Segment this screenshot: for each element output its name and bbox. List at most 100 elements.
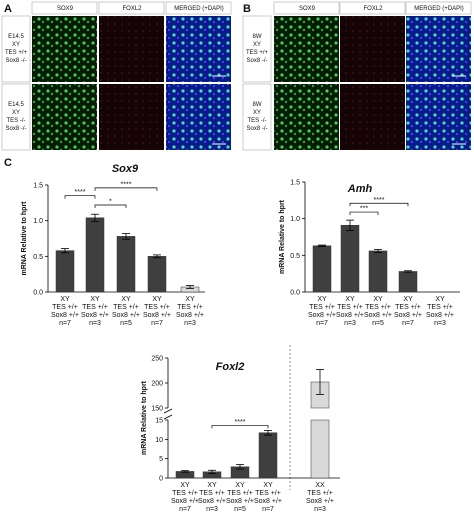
- axis-break: [163, 414, 173, 420]
- y-tick-label: 1.0: [290, 216, 300, 223]
- row-label-box: [242, 15, 272, 83]
- row-label: XY: [12, 42, 20, 48]
- x-tick-label: XY TES +/+ Sox8 +/+ n=3: [176, 296, 204, 327]
- micrograph: [406, 16, 471, 82]
- micrograph: [274, 16, 339, 82]
- y-tick-label: 0.5: [33, 254, 43, 261]
- significance-bracket: [94, 204, 127, 208]
- x-tick-label: XY TES +/+ Sox8 +/+ n=3: [336, 296, 364, 327]
- x-tick-label: XY TES +/+ Sox8 +/+ n=7: [394, 296, 422, 327]
- row-label: E14.5: [8, 102, 24, 108]
- row-label-box: [1, 15, 31, 83]
- column-header-box: [273, 1, 340, 15]
- significance-bracket: [94, 187, 158, 191]
- bar: [85, 217, 105, 293]
- row-label: TES +/+: [246, 50, 269, 56]
- column-header-box: [31, 1, 98, 15]
- row-label: XY: [253, 110, 261, 116]
- y-tick-label: 200: [151, 381, 163, 388]
- micrograph: [274, 84, 339, 150]
- x-tick-label: XY TES +/+ Sox8 +/+ n=5: [364, 296, 392, 327]
- significance-label: ****: [235, 419, 246, 426]
- bar: [312, 245, 332, 293]
- y-axis-label: mRNA Relative to hprt: [141, 380, 148, 455]
- y-tick-label: 1.0: [33, 218, 43, 225]
- column-header: MERGED (+DAPI): [414, 6, 464, 12]
- row-label: Sox8 -/-: [246, 126, 267, 132]
- y-tick-label: 0: [159, 476, 163, 483]
- y-tick-label: 1.5: [33, 183, 43, 190]
- y-axis-label: mRNA Relative to hprt: [21, 201, 28, 276]
- row-label: TES +/+: [5, 50, 28, 56]
- row-label-box: [242, 83, 272, 151]
- chart-title: Amh: [347, 183, 373, 195]
- chart-title: Foxl2: [216, 361, 245, 373]
- significance-label: ****: [121, 181, 132, 188]
- column-header: FOXL2: [363, 6, 383, 12]
- x-tick-label: XX TES +/+ Sox8 +/+ n=3: [306, 482, 334, 513]
- significance-label: *: [109, 198, 112, 205]
- row-label: TES -/-: [248, 118, 267, 124]
- significance-bracket: [349, 202, 409, 207]
- row-label: 8W: [253, 102, 262, 108]
- row-label: Sox8 -/-: [5, 126, 26, 132]
- micrograph: [166, 16, 231, 82]
- column-header: SOX9: [57, 6, 74, 12]
- panel-label: B: [243, 3, 251, 15]
- x-tick-label: XY TES +/+ Sox8 +/+ n=3: [81, 296, 109, 327]
- bar: [116, 236, 136, 293]
- column-header: MERGED (+DAPI): [174, 6, 224, 12]
- row-label-box: [1, 83, 31, 151]
- panel-label: A: [4, 3, 12, 15]
- column-header: FOXL2: [122, 6, 142, 12]
- row-label: XY: [12, 110, 20, 116]
- micrograph: [99, 16, 164, 82]
- micrograph: [340, 16, 405, 82]
- x-tick-label: XY TES +/+ Sox8 +/+ n=7: [171, 482, 199, 513]
- significance-bracket: [64, 195, 96, 199]
- x-tick-label: XY TES +/+ Sox8 +/+ n=7: [254, 482, 282, 513]
- micrograph: [32, 16, 97, 82]
- micrograph: [406, 84, 471, 150]
- column-header-box: [165, 1, 232, 15]
- bar: [310, 419, 330, 479]
- x-tick-label: XY TES +/+ Sox8 +/+ n=7: [51, 296, 79, 327]
- row-label: 8W: [253, 34, 262, 40]
- significance-bracket: [349, 211, 379, 216]
- axis-break: [163, 408, 173, 414]
- y-tick-label: 5: [159, 456, 163, 463]
- y-tick-label: 0.5: [290, 253, 300, 260]
- y-tick-label: 1.5: [290, 180, 300, 187]
- x-tick-label: XY TES +/+ Sox8 +/+ n=5: [112, 296, 140, 327]
- significance-label: ****: [75, 189, 86, 196]
- y-tick-label: 150: [151, 406, 163, 413]
- y-tick-label: 10: [155, 437, 163, 444]
- significance-label: ****: [374, 197, 385, 204]
- row-label: TES -/-: [7, 118, 26, 124]
- micrograph: [166, 84, 231, 150]
- column-header-box: [98, 1, 165, 15]
- micrograph: [340, 84, 405, 150]
- row-label: Sox8 -/-: [246, 58, 267, 64]
- significance-bracket: [211, 425, 269, 429]
- x-tick-label: XY TES +/+ Sox8 +/+ n=3: [426, 296, 454, 327]
- y-tick-label: 0.0: [33, 290, 43, 297]
- y-tick-label: 250: [151, 356, 163, 363]
- significance-label: ***: [360, 206, 368, 213]
- bar: [340, 225, 360, 293]
- row-label: XY: [253, 42, 261, 48]
- column-header-box: [339, 1, 406, 15]
- bar: [368, 250, 388, 293]
- column-header: SOX9: [299, 6, 316, 12]
- row-label: E14.5: [8, 34, 24, 40]
- y-tick-label: 0.0: [290, 290, 300, 297]
- micrograph: [99, 84, 164, 150]
- bar: [398, 271, 418, 293]
- chart-title: Sox9: [112, 163, 139, 175]
- bar: [258, 432, 278, 479]
- panel-label: C: [4, 157, 12, 169]
- y-tick-label: 15: [155, 418, 163, 425]
- x-tick-label: XY TES +/+ Sox8 +/+ n=3: [198, 482, 226, 513]
- column-header-box: [405, 1, 472, 15]
